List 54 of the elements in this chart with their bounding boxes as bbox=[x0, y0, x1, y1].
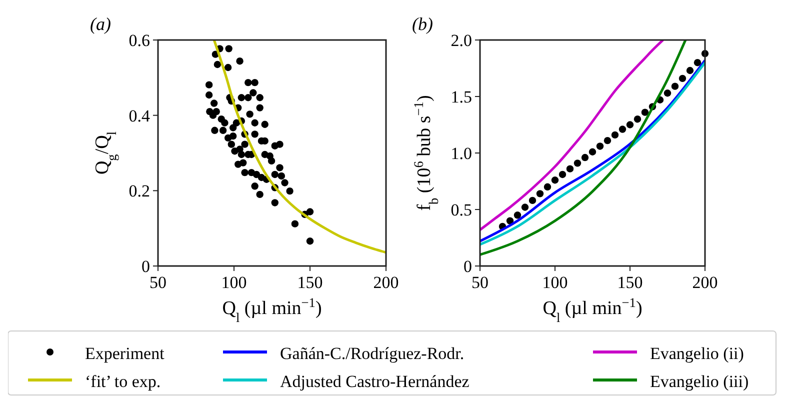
point bbox=[694, 59, 702, 66]
y-tick-label: 0 bbox=[464, 257, 472, 276]
point bbox=[536, 190, 544, 198]
point bbox=[618, 126, 626, 133]
point bbox=[544, 183, 552, 190]
point bbox=[641, 108, 649, 116]
legend-label: Evangelio (iii) bbox=[650, 372, 749, 391]
y-tick-label: 0.4 bbox=[128, 106, 150, 126]
x-tick-label: 200 bbox=[373, 273, 399, 292]
point bbox=[611, 131, 619, 139]
y-tick-label: 0 bbox=[142, 257, 150, 276]
legend-label: Experiment bbox=[85, 344, 165, 363]
point bbox=[634, 116, 642, 123]
y-tick-label: 2.0 bbox=[450, 31, 472, 50]
legend-label: ‘fit’ to exp. bbox=[85, 372, 161, 391]
legend-label: Gañán-C./Rodríguez-Rodr. bbox=[280, 344, 464, 363]
point bbox=[588, 148, 596, 156]
point bbox=[514, 212, 522, 219]
chart-title: (b) bbox=[412, 14, 433, 34]
x-tick-label: 150 bbox=[617, 273, 643, 292]
y-tick-label: 0.6 bbox=[128, 31, 150, 50]
legend-label: Evangelio (ii) bbox=[650, 344, 744, 363]
point bbox=[604, 136, 612, 144]
x-tick-label: 50 bbox=[150, 273, 166, 292]
point bbox=[678, 74, 686, 82]
line-series bbox=[480, 40, 687, 256]
point bbox=[686, 66, 694, 74]
point bbox=[551, 176, 559, 184]
x-tick-label: 150 bbox=[297, 273, 323, 292]
y-tick-label: 0.2 bbox=[128, 182, 150, 201]
point bbox=[664, 90, 672, 97]
line-series bbox=[212, 40, 386, 254]
x-tick-label: 200 bbox=[692, 273, 718, 292]
x-tick-label: 100 bbox=[542, 273, 568, 292]
point bbox=[671, 82, 679, 90]
point bbox=[558, 170, 566, 178]
y-tick-label: 0.5 bbox=[450, 200, 472, 220]
legend-label: Adjusted Castro-Hernández bbox=[280, 372, 470, 391]
x-tick-label: 50 bbox=[472, 273, 488, 292]
x-axis-title: Q$_{l}$ (µl min$^{−1}$) bbox=[542, 294, 642, 324]
point bbox=[566, 165, 574, 172]
point bbox=[626, 121, 634, 128]
line-series bbox=[480, 40, 664, 232]
point bbox=[528, 196, 536, 204]
point bbox=[574, 160, 582, 167]
y-tick-label: 1.5 bbox=[450, 88, 472, 106]
point bbox=[596, 142, 604, 150]
x-tick-label: 100 bbox=[221, 273, 247, 292]
point bbox=[521, 204, 529, 211]
chart-title: (a) bbox=[90, 14, 111, 34]
x-axis-title: Q$_{l}$ (µl min$^{−1}$) bbox=[222, 294, 322, 324]
y-tick-label: 1.0 bbox=[450, 144, 472, 163]
point bbox=[581, 154, 589, 162]
point bbox=[506, 217, 514, 224]
